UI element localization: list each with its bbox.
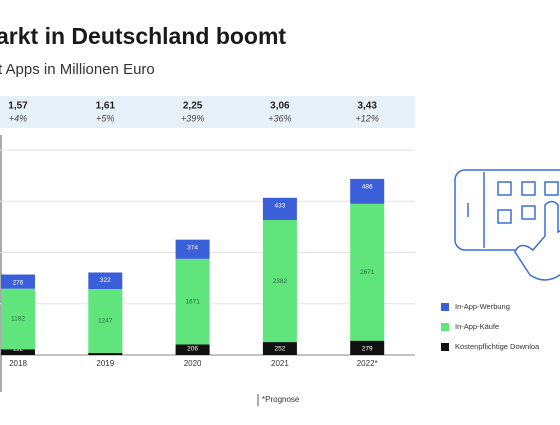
legend-swatch <box>441 303 449 311</box>
bar-segment <box>350 203 385 341</box>
change-label: +4% <box>9 113 27 123</box>
legend-label: In-App-Werbung <box>455 302 510 311</box>
segment-label: 2671 <box>360 269 375 276</box>
chart-subtitle: t Apps in Millionen Euro <box>0 61 155 78</box>
segment-label: 1182 <box>11 316 25 323</box>
segment-label: 2382 <box>273 278 288 285</box>
bar-segment <box>350 340 385 355</box>
legend-label: In-App-Käufe <box>455 322 499 331</box>
bar-segment <box>1 349 35 355</box>
change-label: +5% <box>96 113 114 123</box>
x-tick-label: 2020 <box>184 359 202 368</box>
segment-label: 276 <box>13 279 24 286</box>
bar-segment <box>350 178 385 204</box>
totals-band <box>0 96 415 128</box>
x-tick-label: 2019 <box>96 359 114 368</box>
segment-label: 1671 <box>185 298 200 305</box>
change-label: +36% <box>268 113 291 123</box>
segment-label: 1247 <box>98 318 113 325</box>
bar-segment <box>88 288 123 353</box>
bar-segment <box>262 342 297 355</box>
bar-segment <box>262 220 297 343</box>
segment-label: 206 <box>187 346 198 353</box>
bar-segment <box>262 197 297 221</box>
bar-segment <box>175 239 210 259</box>
x-tick-label: 2022* <box>357 359 378 368</box>
total-label: 3,06 <box>270 101 290 112</box>
segment-label: 486 <box>362 184 373 191</box>
segment-label: 279 <box>362 346 373 353</box>
total-label: 1,57 <box>8 101 28 112</box>
change-label: +39% <box>181 113 204 123</box>
footnote: *Prognose <box>262 395 300 404</box>
total-label: 2,25 <box>183 101 203 112</box>
legend-swatch <box>441 343 449 351</box>
total-label: 1,61 <box>96 101 116 112</box>
bar-segment <box>88 272 123 289</box>
segment-label: 374 <box>187 244 198 251</box>
bar-segment <box>175 258 210 345</box>
x-tick-label: 2021 <box>271 359 289 368</box>
bar-segment <box>175 344 210 355</box>
segment-label: 433 <box>274 203 285 210</box>
total-label: 3,43 <box>357 101 377 112</box>
bar-segment <box>1 274 35 289</box>
segment-label: 322 <box>100 277 111 284</box>
bar-segment <box>1 288 35 350</box>
change-label: +12% <box>356 113 379 123</box>
legend-label: Kostenpflichtige Downloa <box>455 342 540 351</box>
bar-segment <box>88 352 123 355</box>
legend-swatch <box>441 323 449 331</box>
chart-title: arkt in Deutschland boomt <box>0 23 286 49</box>
segment-label: 252 <box>274 346 285 353</box>
app-icon <box>454 169 560 281</box>
x-tick-label: 2018 <box>9 359 27 368</box>
